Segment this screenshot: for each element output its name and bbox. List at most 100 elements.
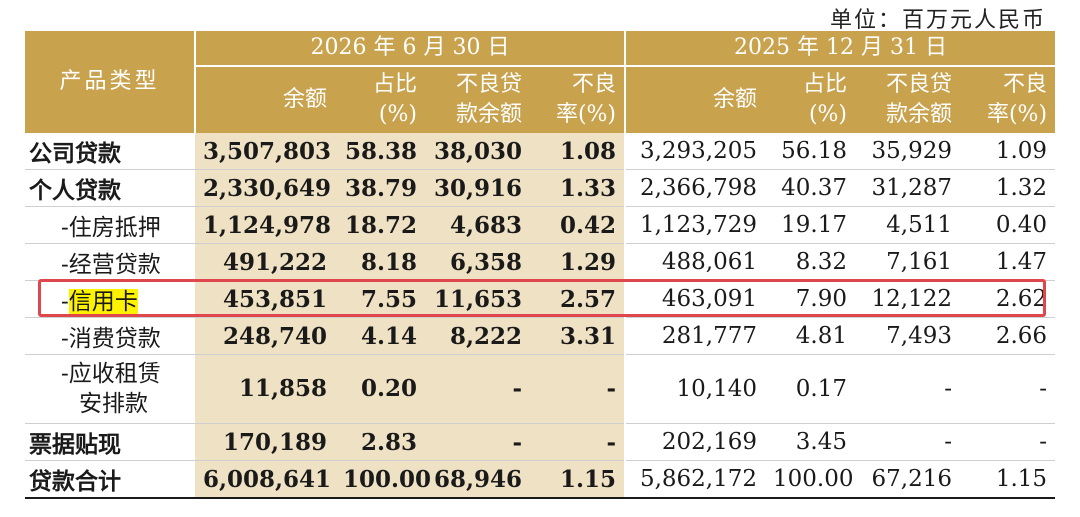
row-label: -住房抵押 <box>25 206 195 244</box>
loan-table: 产品类型 2026 年 6 月 30 日 2025 年 12 月 31 日 余额… <box>25 31 1056 499</box>
cell-value: - <box>855 423 961 461</box>
cell-value: 10,140 <box>625 354 766 424</box>
cell-value: 2.66 <box>960 317 1056 355</box>
row-label: -经营贷款 <box>25 243 195 281</box>
cell-value: - <box>960 354 1056 424</box>
table-row-consumer-loans: -消费贷款 248,740 4.14 8,222 3.31 281,777 4.… <box>25 317 1056 355</box>
cell-value: 67,216 <box>855 460 961 499</box>
cell-value: 8,222 <box>425 317 530 355</box>
cell-value: 1.32 <box>960 169 1056 207</box>
row-label: -消费贷款 <box>25 317 195 355</box>
cell-value: 68,946 <box>425 460 530 499</box>
table-row-business-loans: -经营贷款 491,222 8.18 6,358 1.29 488,061 8.… <box>25 243 1056 281</box>
cell-value: 19.17 <box>765 206 856 244</box>
cell-value: 35,929 <box>871 138 953 164</box>
header-share-current: 占比 (%) <box>335 66 425 133</box>
cell-value: 58.38 <box>335 133 425 170</box>
header-share-prior: 占比 (%) <box>765 66 856 133</box>
row-label: 贷款合计 <box>25 460 195 499</box>
cell-value: 12,122 <box>855 280 961 318</box>
cell-value: 1.33 <box>530 169 627 207</box>
cell-value: 3,293,205 <box>639 138 758 164</box>
cell-value: 0.40 <box>960 206 1056 244</box>
row-label: 个人贷款 <box>25 169 195 207</box>
table-row-personal: 个人贷款 2,330,649 38.79 30,916 1.33 2,366,7… <box>25 169 1056 207</box>
unit-label: 单位：百万元人民币 <box>829 8 1046 33</box>
cell-value: - <box>425 354 530 424</box>
header-npl-ratio-current: 不良 率(%) <box>530 66 627 133</box>
table-row-bill-discount: 票据贴现 170,189 2.83 - - 202,169 3.45 - - <box>25 423 1056 461</box>
table-row-corporate: 公司贷款 3,507,803 58.38 38,030 1.08 3,293,2… <box>25 133 1055 170</box>
cell-value: 100.00 <box>765 460 856 499</box>
cell-value: 1.09 <box>995 138 1048 164</box>
cell-value: 1.15 <box>530 460 627 499</box>
cell-value: 0.17 <box>765 354 856 424</box>
cell-value: - <box>530 354 627 424</box>
cell-value: 3.31 <box>530 317 627 355</box>
header-balance-prior: 余额 <box>625 66 766 133</box>
cell-value: 202,169 <box>625 423 766 461</box>
cell-value: 4,683 <box>425 206 530 244</box>
cell-value: 7,493 <box>855 317 961 355</box>
cell-value: 40.37 <box>765 169 856 207</box>
cell-value: 7.55 <box>335 280 425 318</box>
cell-value: 2.83 <box>335 423 425 461</box>
row-label: -信用卡 <box>25 280 195 318</box>
cell-value: 8.18 <box>335 243 425 281</box>
cell-value: 4,511 <box>855 206 961 244</box>
cell-value: 11,653 <box>425 280 530 318</box>
cell-value: 11,858 <box>195 354 335 424</box>
cell-value: 463,091 <box>625 280 766 318</box>
cell-value: 0.42 <box>530 206 627 244</box>
cell-value: - <box>855 354 961 424</box>
cell-value: 3,507,803 <box>195 133 335 170</box>
cell-value: 1,124,978 <box>195 206 335 244</box>
header-npl-balance-prior: 不良贷 款余额 <box>855 66 961 133</box>
row-label: -应收租赁 安排款 <box>25 354 195 424</box>
table-row-lease-receivables: -应收租赁 安排款 11,858 0.20 - - 10,140 0.17 - - <box>25 354 1056 424</box>
header-product-type: 产品类型 <box>25 31 196 133</box>
cell-value: 30,916 <box>425 169 530 207</box>
header-npl-ratio-prior: 不良 率(%) <box>960 66 1056 133</box>
cell-value: 488,061 <box>625 243 766 281</box>
cell-value: - <box>425 423 530 461</box>
cell-value: 6,358 <box>425 243 530 281</box>
cell-value: 4.81 <box>765 317 856 355</box>
cell-value: 2.62 <box>960 280 1056 318</box>
cell-value: 7,161 <box>855 243 961 281</box>
cell-value: 4.14 <box>335 317 425 355</box>
cell-value: 31,287 <box>855 169 961 207</box>
cell-value: 1.08 <box>530 133 627 170</box>
cell-value: - <box>530 423 627 461</box>
cell-value: 2,330,649 <box>195 169 335 207</box>
table-row-mortgage: -住房抵押 1,124,978 18.72 4,683 0.42 1,123,7… <box>25 206 1056 244</box>
cell-value: 0.20 <box>335 354 425 424</box>
cell-value: 7.90 <box>765 280 856 318</box>
cell-value: 170,189 <box>195 423 335 461</box>
table-row-credit-card: -信用卡 453,851 7.55 11,653 2.57 463,091 7.… <box>25 280 1056 318</box>
cell-value: 1,123,729 <box>625 206 766 244</box>
cell-value: 8.32 <box>765 243 856 281</box>
cell-value: 100.00 <box>335 460 431 499</box>
cell-value: - <box>960 423 1056 461</box>
highlighted-text: 信用卡 <box>68 289 138 315</box>
cell-value: 6,008,641 <box>195 460 335 499</box>
cell-value: 2.57 <box>530 280 627 318</box>
cell-value: 18.72 <box>335 206 425 244</box>
cell-value: 3.45 <box>765 423 856 461</box>
table-row-total: 贷款合计 6,008,641 100.00 68,946 1.15 5,862,… <box>25 460 1056 499</box>
cell-value: 1.29 <box>530 243 627 281</box>
cell-value: 281,777 <box>625 317 766 355</box>
header-balance-current: 余额 <box>195 66 335 133</box>
header-npl-balance-current: 不良贷 款余额 <box>425 66 530 133</box>
cell-value: 1.47 <box>960 243 1056 281</box>
cell-value: 2,366,798 <box>625 169 766 207</box>
cell-value: 38,030 <box>425 133 530 170</box>
row-label: 票据贴现 <box>25 423 195 461</box>
cell-value: 453,851 <box>195 280 335 318</box>
cell-value: 1.15 <box>960 460 1056 499</box>
cell-value: 38.79 <box>335 169 425 207</box>
cell-value: 248,740 <box>195 317 335 355</box>
row-label: 公司贷款 <box>29 140 121 167</box>
header-period-prior: 2025 年 12 月 31 日 <box>625 31 1056 67</box>
